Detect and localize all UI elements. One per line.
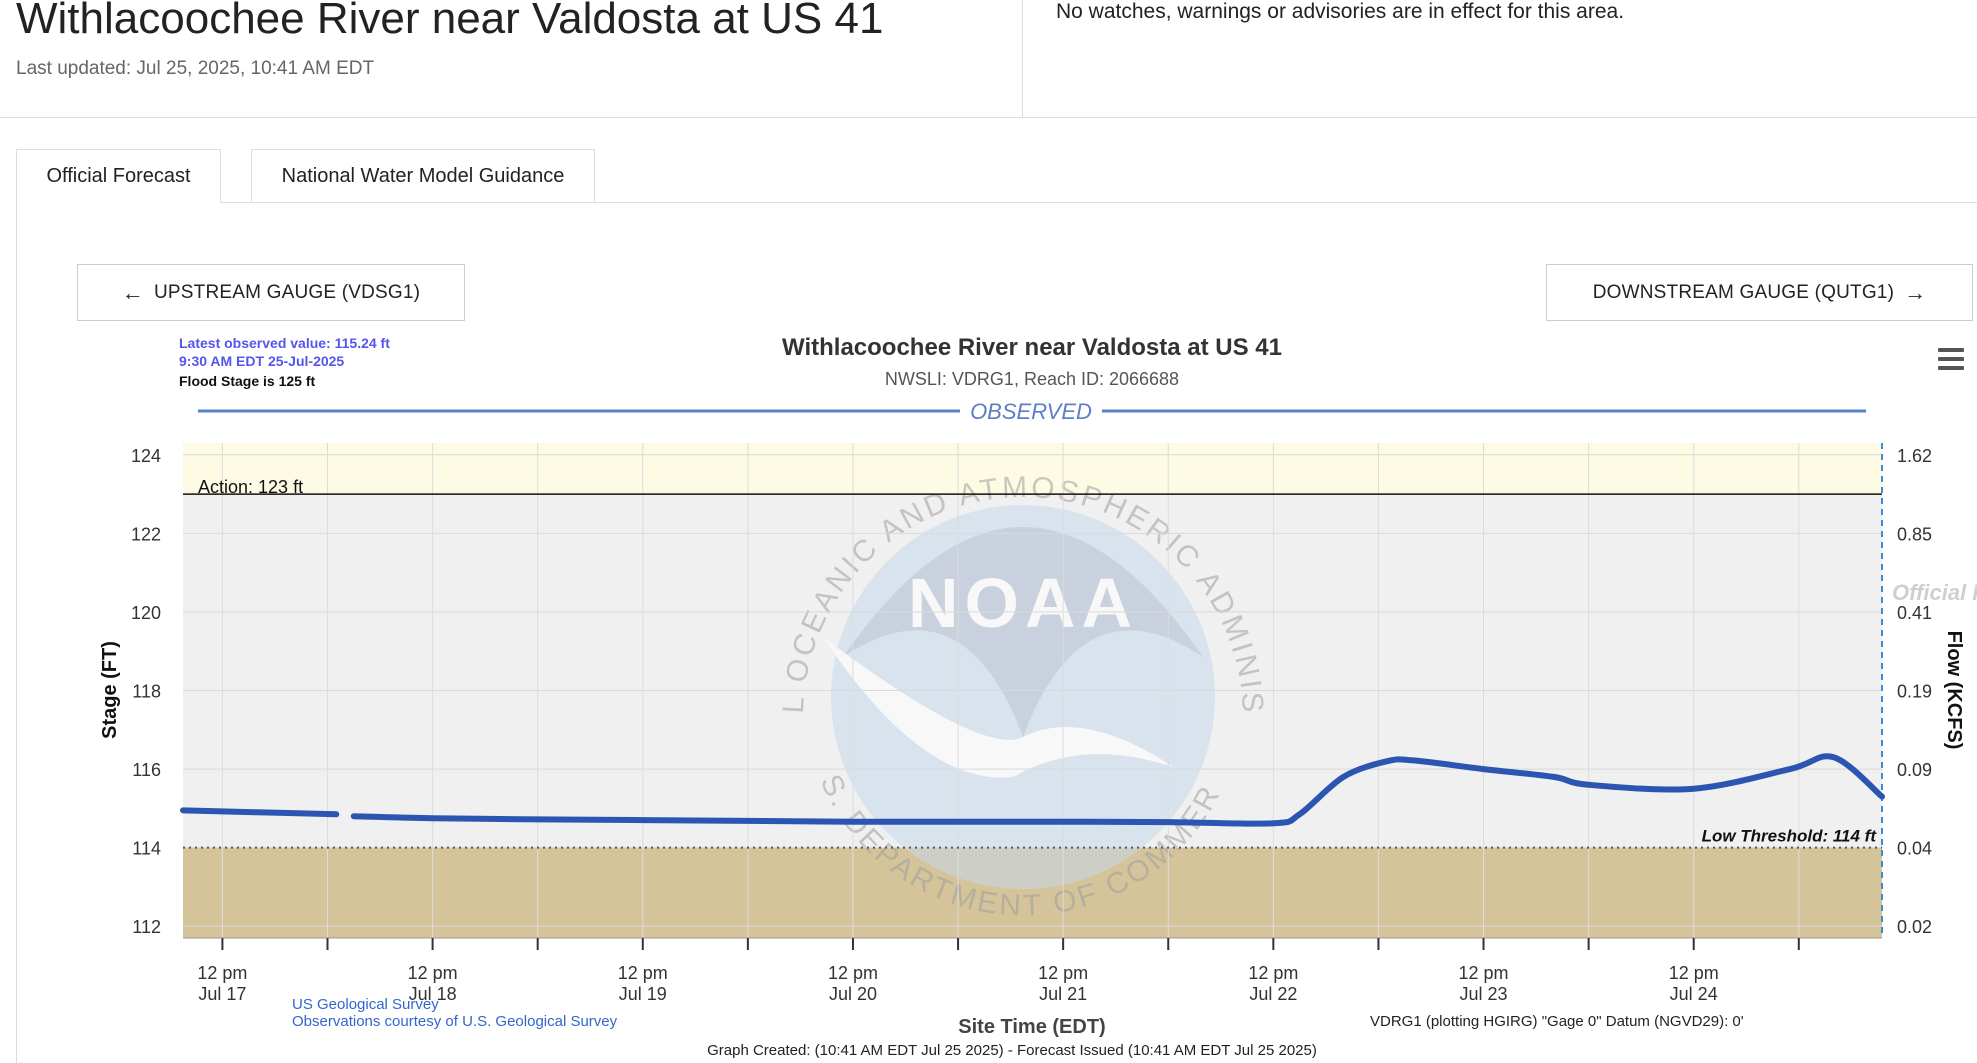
- downstream-gauge-button[interactable]: DOWNSTREAM GAUGE (QUTG1) →: [1546, 264, 1973, 321]
- tab-bar-line: [16, 202, 1977, 203]
- observed-series-segment-1: [180, 807, 340, 818]
- upstream-gauge-label: UPSTREAM GAUGE (VDSG1): [153, 281, 421, 303]
- observed-label: OBSERVED: [970, 399, 1092, 424]
- x-tick-time: 12 pm: [828, 963, 878, 983]
- flood-stage-note: Flood Stage is 125 ft: [179, 373, 315, 389]
- chart-subtitle: NWSLI: VDRG1, Reach ID: 2066688: [885, 369, 1179, 389]
- observed-point: [1586, 782, 1591, 787]
- observed-point: [1411, 758, 1416, 763]
- observed-point: [1061, 819, 1066, 824]
- tab-national-water-model[interactable]: National Water Model Guidance: [251, 149, 595, 202]
- y-tick-label: 122: [131, 524, 161, 544]
- x-tick-date: Jul 21: [1039, 984, 1087, 1004]
- observed-point: [255, 810, 260, 815]
- header-left: Withlacoochee River near Valdosta at US …: [0, 0, 1023, 117]
- x-tick-time: 12 pm: [1038, 963, 1088, 983]
- observed-point: [1831, 755, 1836, 760]
- official-forecast-watermark: Official Forecast: [1892, 580, 1977, 605]
- observed-point: [1691, 786, 1696, 791]
- action-band: [183, 443, 1882, 495]
- last-updated: Last updated: Jul 25, 2025, 10:41 AM EDT: [16, 58, 375, 79]
- y2-tick-label: 0.85: [1897, 524, 1932, 544]
- observed-point: [1271, 821, 1276, 826]
- observed-point: [1880, 794, 1884, 799]
- observed-point: [181, 808, 185, 813]
- action-label: Action: 123 ft: [198, 477, 303, 497]
- observed-point: [1297, 812, 1302, 817]
- datum-note: VDRG1 (plotting HGIRG) "Gage 0" Datum (N…: [1370, 1013, 1744, 1030]
- y-tick-label: 118: [132, 682, 161, 702]
- observed-point: [1385, 759, 1390, 764]
- forecast-watermark-text: Official Forecast: [1892, 580, 1977, 605]
- observed-point: [1341, 774, 1346, 779]
- graph-created-note: Graph Created: (10:41 AM EDT Jul 25 2025…: [707, 1042, 1317, 1059]
- y-tick-label: 112: [132, 917, 161, 937]
- observed-point: [956, 819, 961, 824]
- y2-tick-label: 0.41: [1897, 603, 1932, 623]
- usgs-observations-note: Observations courtesy of U.S. Geological…: [292, 1013, 618, 1030]
- x-tick-time: 12 pm: [1669, 963, 1719, 983]
- x-tick-time: 12 pm: [1248, 963, 1298, 983]
- y-tick-label: 116: [132, 760, 161, 780]
- observed-point: [535, 817, 540, 822]
- observed-point: [745, 818, 750, 823]
- x-tick-time: 12 pm: [618, 963, 668, 983]
- x-tick-time: 12 pm: [197, 963, 247, 983]
- x-tick-date: Jul 24: [1670, 984, 1718, 1004]
- x-tick-date: Jul 22: [1249, 984, 1297, 1004]
- x-tick-date: Jul 17: [198, 984, 246, 1004]
- chart-title: Withlacoochee River near Valdosta at US …: [782, 334, 1282, 361]
- noaa-logo-wave: [823, 637, 1173, 778]
- y2-tick-label: 0.04: [1897, 839, 1932, 859]
- tab-official-forecast[interactable]: Official Forecast: [16, 149, 221, 203]
- y-tick-label: 120: [131, 603, 161, 623]
- x-tick-date: Jul 18: [409, 984, 457, 1004]
- x-tick-date: Jul 20: [829, 984, 877, 1004]
- arrow-right-icon: →: [1904, 279, 1927, 305]
- y2-tick-label: 0.02: [1897, 917, 1932, 937]
- arrow-left-icon: ←: [121, 279, 144, 305]
- observed-point: [1481, 767, 1486, 772]
- observed-point: [640, 818, 645, 823]
- x-tick-time: 12 pm: [408, 963, 458, 983]
- observed-point: [851, 819, 855, 824]
- x-tick-date: Jul 23: [1459, 984, 1507, 1004]
- observed-point: [1788, 767, 1792, 772]
- x-tick-time: 12 pm: [1459, 963, 1509, 983]
- y-axis-label: Stage (FT): [99, 641, 121, 739]
- chart-menu-icon[interactable]: [1938, 348, 1964, 370]
- y2-axis-label: Flow (KCFS): [1943, 631, 1965, 750]
- y2-tick-label: 1.62: [1897, 446, 1932, 466]
- observed-point: [351, 814, 356, 819]
- upstream-gauge-button[interactable]: ← UPSTREAM GAUGE (VDSG1): [77, 264, 465, 321]
- observed-point: [1166, 820, 1171, 825]
- y2-tick-label: 0.09: [1897, 760, 1932, 780]
- page-title: Withlacoochee River near Valdosta at US …: [16, 0, 884, 43]
- x-tick-date: Jul 19: [619, 984, 667, 1004]
- observed-point: [1551, 774, 1556, 779]
- latest-observed-time: 9:30 AM EDT 25-Jul-2025: [179, 353, 344, 369]
- y2-tick-label: 0.19: [1897, 682, 1932, 702]
- downstream-gauge-label: DOWNSTREAM GAUGE (QUTG1): [1592, 281, 1895, 303]
- x-axis-label: Site Time (EDT): [958, 1016, 1105, 1038]
- alerts-status: No watches, warnings or advisories are i…: [1056, 0, 1625, 23]
- observed-point: [430, 816, 435, 821]
- observed-point: [334, 812, 339, 817]
- noaa-logo-text: NOAA: [908, 564, 1138, 642]
- low-threshold-label: Low Threshold: 114 ft: [1702, 827, 1878, 846]
- noaa-logo-gull: [843, 527, 1203, 737]
- y-tick-label: 124: [131, 446, 161, 466]
- usgs-credit: US Geological Survey: [292, 996, 439, 1013]
- panel-border: [16, 202, 17, 1063]
- y-tick-label: 114: [132, 839, 161, 859]
- latest-observed-value: Latest observed value: 115.24 ft: [179, 335, 390, 351]
- header-divider: [0, 117, 1977, 118]
